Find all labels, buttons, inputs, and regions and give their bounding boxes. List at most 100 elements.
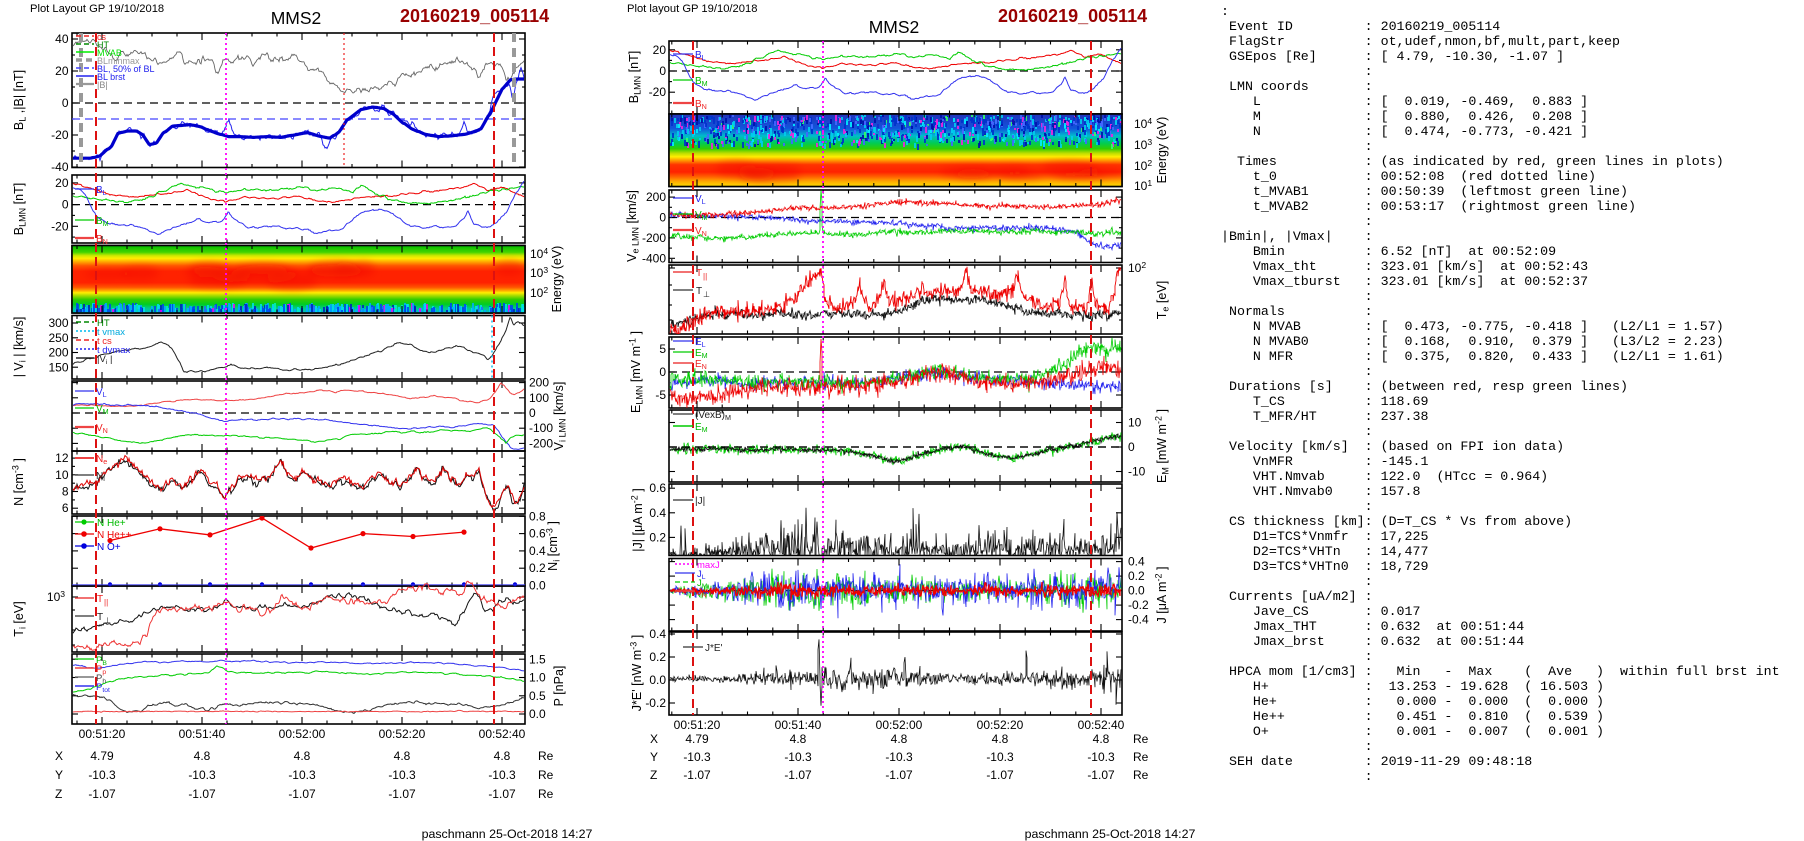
svg-text:-1.07: -1.07 — [388, 787, 416, 801]
svg-text:-1.07: -1.07 — [784, 768, 812, 782]
svg-text:BL ,|B| [nT]: BL ,|B| [nT] — [12, 70, 28, 130]
svg-text:BLminmax: BLminmax — [97, 56, 140, 66]
svg-text:N [cm-3 ]: N [cm-3 ] — [11, 458, 26, 506]
svg-text:⊥: ⊥ — [104, 616, 111, 625]
svg-text:-1.07: -1.07 — [1087, 768, 1115, 782]
svg-text:Energy (eV): Energy (eV) — [550, 246, 564, 313]
svg-text:0.4: 0.4 — [649, 506, 666, 520]
svg-text:(VexB)M: (VexB)M — [695, 410, 731, 422]
svg-text:T: T — [97, 594, 103, 605]
svg-text:1.5: 1.5 — [529, 652, 546, 666]
svg-text:JM: JM — [697, 578, 708, 590]
svg-text:8: 8 — [62, 485, 69, 499]
svg-text:t vmax: t vmax — [97, 327, 125, 338]
svg-text:4.79: 4.79 — [90, 749, 114, 763]
svg-text:BN: BN — [96, 234, 108, 246]
svg-text:VN: VN — [96, 423, 108, 435]
svg-text:Y: Y — [650, 750, 658, 764]
svg-text:0.2: 0.2 — [1128, 569, 1145, 583]
svg-text:-1.07: -1.07 — [488, 787, 516, 801]
svg-text:250: 250 — [48, 331, 68, 345]
svg-text:-10.3: -10.3 — [683, 750, 711, 764]
svg-text:cs: cs — [97, 32, 107, 42]
svg-text:0.4: 0.4 — [649, 627, 666, 641]
svg-text:0.6: 0.6 — [649, 481, 666, 495]
svg-text:0.0: 0.0 — [529, 707, 546, 721]
svg-text:104: 104 — [1134, 116, 1152, 131]
svg-text:Ph: Ph — [96, 673, 106, 685]
svg-text:150: 150 — [48, 360, 68, 374]
svg-text:| Vi | [km/s]: | Vi | [km/s] — [12, 317, 28, 378]
svg-text:-20: -20 — [51, 128, 69, 142]
svg-text:200: 200 — [529, 376, 549, 390]
svg-text:X: X — [55, 749, 63, 763]
svg-text:4.8: 4.8 — [394, 749, 411, 763]
svg-text:T: T — [696, 268, 702, 279]
svg-text:VM: VM — [695, 210, 708, 222]
svg-text:40: 40 — [55, 32, 69, 46]
svg-text:4.79: 4.79 — [685, 732, 709, 746]
svg-text:103: 103 — [47, 589, 65, 604]
svg-text:JN: JN — [697, 587, 707, 599]
svg-text:Ne: Ne — [96, 454, 107, 466]
svg-text:|J| [μA m-2 ]: |J| [μA m-2 ] — [630, 488, 645, 551]
svg-text:Y: Y — [55, 768, 63, 782]
svg-text:||: || — [104, 598, 108, 607]
svg-text:6: 6 — [62, 501, 69, 515]
svg-text:Te [eV]: Te [eV] — [1155, 281, 1171, 319]
svg-text:Re: Re — [1133, 750, 1149, 764]
svg-text:EM: EM — [695, 348, 708, 360]
svg-text:4.8: 4.8 — [294, 749, 311, 763]
svg-text:4.8: 4.8 — [194, 749, 211, 763]
svg-text:0.2: 0.2 — [529, 561, 546, 575]
svg-text:⊥: ⊥ — [703, 290, 710, 299]
svg-text:-10.3: -10.3 — [784, 750, 812, 764]
svg-text:-1.07: -1.07 — [88, 787, 116, 801]
svg-text:0.4: 0.4 — [529, 544, 546, 558]
svg-text:00:51:20: 00:51:20 — [674, 718, 721, 732]
svg-text:EM: EM — [695, 422, 708, 434]
svg-text:0.2: 0.2 — [649, 650, 666, 664]
svg-text:paschmann 25-Oct-2018 14:27: paschmann 25-Oct-2018 14:27 — [1025, 827, 1196, 841]
svg-text:1.0: 1.0 — [529, 671, 546, 685]
svg-text:00:51:40: 00:51:40 — [775, 718, 822, 732]
svg-text:0: 0 — [659, 64, 666, 78]
svg-text:-10.3: -10.3 — [885, 750, 913, 764]
svg-text:300: 300 — [48, 316, 68, 330]
svg-text:-0.2: -0.2 — [645, 696, 666, 710]
svg-text:Ni: Ni — [96, 471, 105, 483]
svg-text:MVAB: MVAB — [97, 48, 122, 58]
svg-text:J*E' [nW m-3 ]: J*E' [nW m-3 ] — [629, 635, 644, 711]
svg-text:VN: VN — [695, 226, 707, 238]
svg-text:BL brst: BL brst — [97, 72, 126, 82]
svg-text:-100: -100 — [529, 421, 553, 435]
svg-text:0.2: 0.2 — [649, 530, 666, 544]
svg-text:|Vi |: |Vi | — [97, 354, 112, 366]
svg-text:20: 20 — [55, 176, 69, 190]
svg-text:00:52:00: 00:52:00 — [876, 718, 923, 732]
svg-text:|B|: |B| — [97, 80, 108, 90]
svg-text:J*E': J*E' — [705, 643, 723, 654]
svg-text:T: T — [696, 286, 702, 297]
svg-text:-10.3: -10.3 — [1087, 750, 1115, 764]
svg-text:-1.07: -1.07 — [885, 768, 913, 782]
svg-text:-10.3: -10.3 — [88, 768, 116, 782]
svg-text:20160219_005114: 20160219_005114 — [400, 6, 549, 26]
svg-text:Re: Re — [1133, 768, 1149, 782]
svg-text:200: 200 — [48, 346, 68, 360]
svg-text:-20: -20 — [649, 85, 667, 99]
svg-text:Energy (eV): Energy (eV) — [1155, 117, 1169, 184]
svg-text:104: 104 — [530, 246, 548, 261]
svg-text:-10.3: -10.3 — [188, 768, 216, 782]
svg-text:Re: Re — [538, 749, 554, 763]
svg-text:20: 20 — [653, 43, 667, 57]
svg-text:HT: HT — [97, 318, 110, 329]
svg-text:Plot Layout GP 19/10/2018: Plot Layout GP 19/10/2018 — [30, 3, 164, 15]
svg-text:PB: PB — [96, 655, 107, 667]
svg-text:0: 0 — [659, 365, 666, 379]
svg-text:Re: Re — [538, 787, 554, 801]
svg-text:N He+: N He+ — [97, 518, 126, 529]
svg-text:00:52:40: 00:52:40 — [479, 727, 526, 741]
svg-text:00:52:20: 00:52:20 — [977, 718, 1024, 732]
svg-text:100: 100 — [529, 391, 549, 405]
